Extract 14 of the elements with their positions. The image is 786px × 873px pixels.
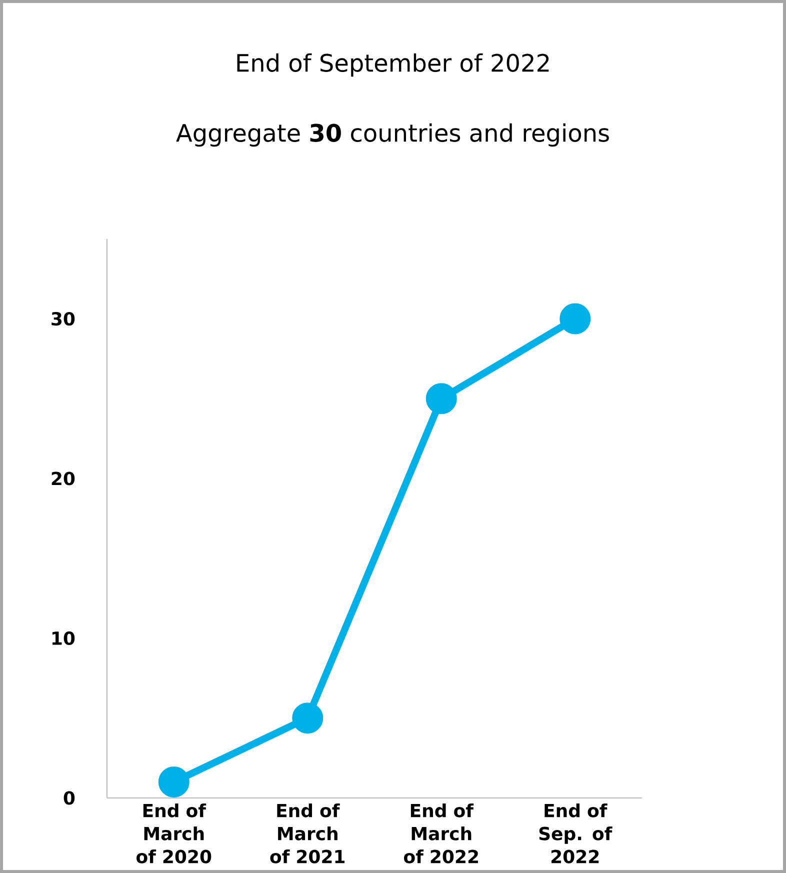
y-tick-label: 20 xyxy=(52,472,75,486)
y-tick-label: 10 xyxy=(52,631,75,646)
x-tick-label: End of March of 2021 xyxy=(270,803,345,864)
point xyxy=(426,383,457,414)
y-tick-label: 0 xyxy=(64,791,75,805)
x-tick-label: End of March of 2020 xyxy=(136,803,212,864)
chart-title: End of September of 2022 xyxy=(237,53,549,77)
point xyxy=(158,766,190,798)
point xyxy=(560,303,591,334)
point xyxy=(292,702,324,734)
chart-subtitle: Aggregate 30 countries and regions xyxy=(176,123,609,147)
x-tick-label: End of Sep. of 2022 xyxy=(539,803,612,864)
x-tick-label: End of March of 2022 xyxy=(404,803,478,864)
y-tick-label: 30 xyxy=(52,312,75,326)
